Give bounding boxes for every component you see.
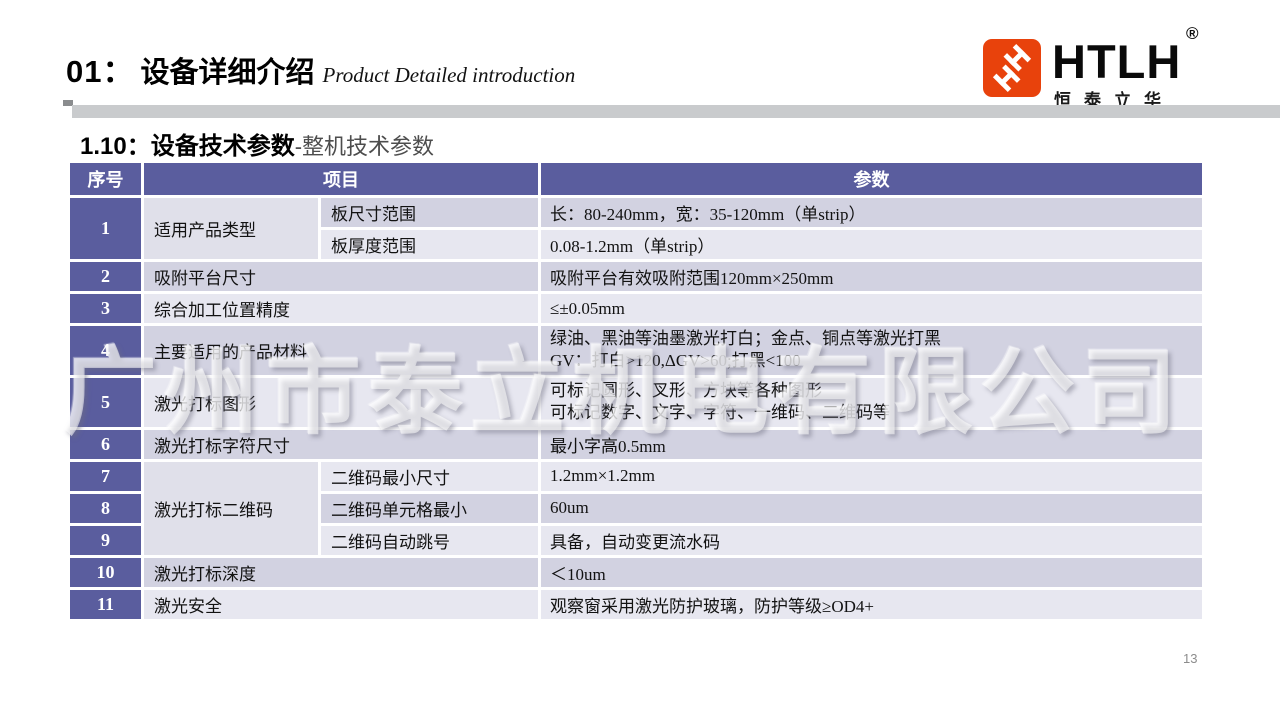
param-cell: ＜10um — [541, 557, 1202, 587]
table-row: 2 吸附平台尺寸 吸附平台有效吸附范围120mm×250mm — [70, 262, 1202, 291]
table-row: 6 激光打标字符尺寸 最小字高0.5mm — [70, 429, 1202, 459]
sub-item-cell: 板尺寸范围 — [321, 198, 538, 227]
param-cell: 绿油、黑油等油墨激光打白；金点、铜点等激光打黑 GV：打白>120,ΔGV>60… — [541, 326, 1202, 375]
table-header-row: 序号 项目 参数 — [70, 163, 1202, 195]
param-cell: 60um — [541, 493, 1202, 523]
param-cell: 具备，自动变更流水码 — [541, 525, 1202, 555]
subtitle-rest: -整机技术参数 — [294, 134, 435, 159]
serial-cell: 6 — [70, 429, 141, 459]
header-item: 项目 — [144, 163, 538, 195]
table-row: 1 适用产品类型 板尺寸范围 长：80-240mm，宽：35-120mm（单st… — [70, 198, 1202, 259]
serial-cell: 1 — [70, 198, 141, 259]
item-cell: 吸附平台尺寸 — [144, 262, 538, 291]
table-row: 板厚度范围 0.08-1.2mm（单strip） — [70, 230, 1202, 259]
param-cell: 0.08-1.2mm（单strip） — [541, 230, 1202, 259]
param-cell: 1.2mm×1.2mm — [541, 461, 1202, 491]
header-serial: 序号 — [70, 163, 141, 195]
table-row: 10 激光打标深度 ＜10um — [70, 557, 1202, 587]
item-cell: 激光打标二维码 — [144, 461, 318, 555]
param-cell: 吸附平台有效吸附范围120mm×250mm — [541, 262, 1202, 291]
param-line: 可标记数字、文字、字符、一维码、二维码等 — [550, 403, 890, 423]
item-cell: 适用产品类型 — [144, 198, 318, 259]
param-cell: 最小字高0.5mm — [541, 429, 1202, 459]
spec-table: 序号 项目 参数 1 适用产品类型 板尺寸范围 长：80-240mm，宽：35-… — [67, 160, 1205, 622]
item-cell: 激光安全 — [144, 589, 538, 619]
param-line: GV：打白>120,ΔGV>60;打黑<100 — [550, 351, 801, 371]
param-cell: 观察窗采用激光防护玻璃，防护等级≥OD4+ — [541, 589, 1202, 619]
table-row: 4 主要适用的产品材料 绿油、黑油等油墨激光打白；金点、铜点等激光打黑 GV：打… — [70, 326, 1202, 375]
serial-cell: 5 — [70, 377, 141, 427]
serial-cell: 7 — [70, 461, 141, 491]
serial-cell: 2 — [70, 262, 141, 291]
title-number: 01： — [66, 54, 135, 89]
serial-cell: 8 — [70, 493, 141, 523]
item-cell: 激光打标深度 — [144, 557, 538, 587]
table-row: 3 综合加工位置精度 ≤±0.05mm — [70, 294, 1202, 323]
divider-band — [72, 105, 1280, 118]
htlh-logo-icon — [983, 39, 1041, 97]
param-cell: 可标记圆形、叉形、方块等各种图形 可标记数字、文字、字符、一维码、二维码等 — [541, 377, 1202, 427]
title-chinese: 设备详细介绍 — [140, 57, 315, 89]
registered-trademark-icon: ® — [1186, 24, 1199, 43]
table-row: 11 激光安全 观察窗采用激光防护玻璃，防护等级≥OD4+ — [70, 589, 1202, 619]
table-row: 7 激光打标二维码 二维码最小尺寸 1.2mm×1.2mm — [70, 461, 1202, 555]
param-line: 可标记圆形、叉形、方块等各种图形 — [550, 380, 822, 400]
serial-cell: 11 — [70, 589, 141, 619]
sub-item-cell: 板厚度范围 — [321, 230, 538, 259]
serial-cell: 9 — [70, 525, 141, 555]
sub-item-cell: 二维码最小尺寸 — [321, 461, 538, 491]
serial-cell: 4 — [70, 326, 141, 375]
item-cell: 综合加工位置精度 — [144, 294, 538, 323]
item-cell: 主要适用的产品材料 — [144, 326, 538, 375]
serial-cell: 10 — [70, 557, 141, 587]
sub-item-cell: 二维码自动跳号 — [321, 525, 538, 555]
param-line: 绿油、黑油等油墨激光打白；金点、铜点等激光打黑 — [550, 329, 941, 348]
item-cell: 激光打标图形 — [144, 377, 538, 427]
section-subtitle: 1.10：设备技术参数-整机技术参数 — [80, 126, 434, 161]
header-param: 参数 — [541, 163, 1202, 195]
item-cell: 激光打标字符尺寸 — [144, 429, 538, 459]
page-number: 13 — [1183, 651, 1198, 666]
param-cell: ≤±0.05mm — [541, 294, 1202, 323]
logo-wordmark: HTLH — [1052, 35, 1182, 88]
serial-cell: 3 — [70, 294, 141, 323]
param-cell: 长：80-240mm，宽：35-120mm（单strip） — [541, 198, 1202, 227]
page-title: 01： 设备详细介绍 Product Detailed introduction — [66, 46, 575, 91]
subtitle-strong: 1.10：设备技术参数 — [80, 133, 295, 160]
band-left-tick — [63, 100, 73, 106]
table-row: 5 激光打标图形 可标记圆形、叉形、方块等各种图形 可标记数字、文字、字符、一维… — [70, 377, 1202, 427]
table-row: 8 二维码单元格最小 60um — [70, 493, 1202, 523]
table-row: 9 二维码自动跳号 具备，自动变更流水码 — [70, 525, 1202, 555]
title-english: Product Detailed introduction — [322, 63, 576, 87]
sub-item-cell: 二维码单元格最小 — [321, 493, 538, 523]
htlh-logo: HTLH ® 恒泰立华 — [982, 24, 1217, 110]
